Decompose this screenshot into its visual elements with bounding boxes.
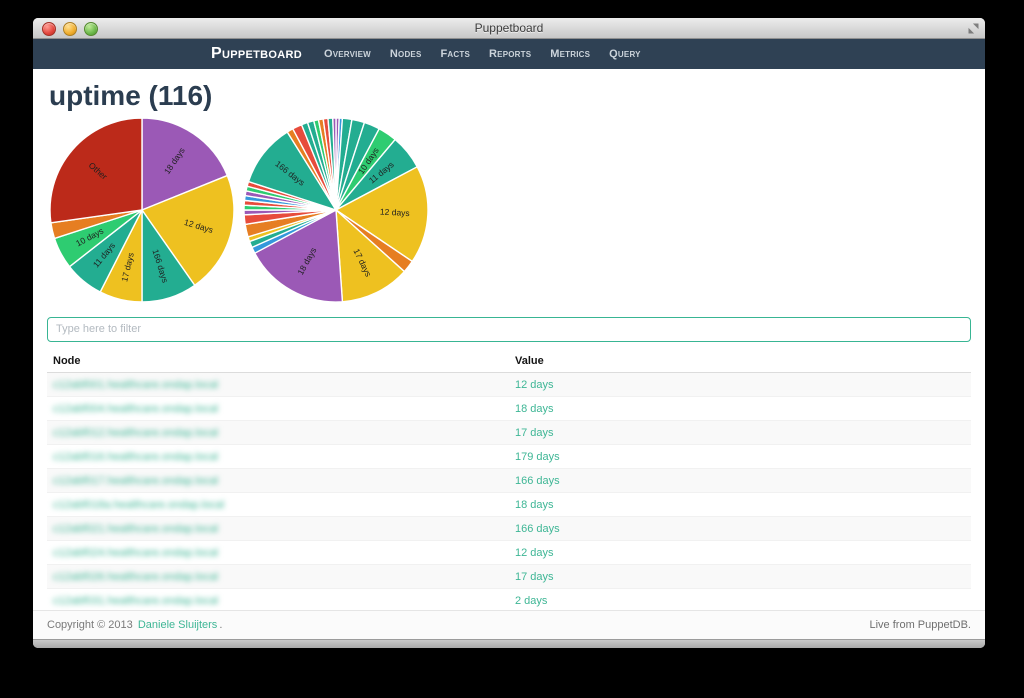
table-row: c12abf012.healthcare.ondap.local 17 days: [47, 420, 971, 445]
pie-slice-12-days: [335, 166, 429, 263]
nav-item-metrics[interactable]: Metrics: [550, 48, 591, 60]
facts-table: Node Value c12abf001.healthcare.ondap.lo…: [47, 350, 971, 610]
page-title: uptime (116): [49, 80, 213, 111]
minimize-button[interactable]: [63, 22, 77, 36]
nav-item-reports[interactable]: Reports: [489, 48, 532, 60]
window-bottom-edge: [33, 639, 985, 648]
nav-item-facts[interactable]: Facts: [440, 48, 471, 60]
pie-slice-12-days: [141, 174, 235, 287]
fullscreen-icon[interactable]: [968, 23, 979, 34]
table-row: c12abf001.healthcare.ondap.local 12 days: [47, 372, 971, 397]
node-link[interactable]: c12abf026.healthcare.ondap.local: [53, 570, 219, 583]
table-row: c12abf021.healthcare.ondap.local 166 days: [47, 516, 971, 541]
nav-items: Overview Nodes Facts Reports Metrics Query: [324, 48, 641, 60]
table-row: c12abf016.healthcare.ondap.local 179 days: [47, 444, 971, 469]
charts-row: 18 days 12 days 166 days 17 days 11 days 10 d…: [47, 115, 971, 305]
node-link[interactable]: c12abf021.healthcare.ondap.local: [53, 522, 219, 535]
fact-value-link[interactable]: 12 days: [515, 378, 554, 391]
table-row: c12abf018a.healthcare.ondap.local 18 days: [47, 492, 971, 517]
copyright-suffix: .: [219, 619, 223, 631]
pie-slice-18-days: [141, 117, 228, 211]
copyright-text: Copyright © 2013 Daniele Sluijters.: [47, 619, 222, 631]
column-header-value: Value: [509, 350, 971, 373]
node-link[interactable]: c12abf001.healthcare.ondap.local: [53, 378, 219, 391]
pie-slice-Other: [49, 117, 143, 224]
node-link[interactable]: c12abf016.healthcare.ondap.local: [53, 450, 219, 463]
nav-item-nodes[interactable]: Nodes: [389, 48, 422, 60]
table-row: c12abf031.healthcare.ondap.local 2 days: [47, 588, 971, 611]
node-link[interactable]: c12abf024.healthcare.ondap.local: [53, 546, 219, 559]
fact-value-link[interactable]: 179 days: [515, 450, 560, 463]
fact-value-link[interactable]: 18 days: [515, 498, 554, 511]
close-button[interactable]: [42, 22, 56, 36]
pie-slice: [332, 117, 337, 211]
node-link[interactable]: c12abf017.healthcare.ondap.local: [53, 474, 219, 487]
author-link[interactable]: Daniele Sluijters: [137, 619, 218, 631]
nav-item-query[interactable]: Query: [609, 48, 641, 60]
table-header-row: Node Value: [47, 350, 971, 373]
table-row: c12abf024.healthcare.ondap.local 12 days: [47, 540, 971, 565]
window-titlebar: Puppetboard: [33, 18, 985, 39]
column-header-node: Node: [47, 350, 509, 373]
node-link[interactable]: c12abf031.healthcare.ondap.local: [53, 594, 219, 607]
fact-value-link[interactable]: 166 days: [515, 474, 560, 487]
traffic-lights: [42, 22, 98, 36]
pie-slice-17-days: [335, 209, 406, 303]
zoom-button[interactable]: [84, 22, 98, 36]
app-navbar: Puppetboard Overview Nodes Facts Reports Met…: [33, 39, 985, 69]
fact-value-link[interactable]: 166 days: [515, 522, 560, 535]
live-status-text: Live from PuppetDB.: [869, 619, 972, 631]
table-row: c12abf017.healthcare.ondap.local 166 days: [47, 468, 971, 493]
brand-link[interactable]: Puppetboard: [211, 45, 302, 62]
pie-slice-166-days: [247, 131, 337, 211]
node-link[interactable]: c12abf018a.healthcare.ondap.local: [53, 498, 225, 511]
table-row: c12abf004.healthcare.ondap.local 18 days: [47, 396, 971, 421]
node-link[interactable]: c12abf004.healthcare.ondap.local: [53, 402, 219, 415]
nav-item-overview[interactable]: Overview: [323, 48, 371, 60]
fact-value-link[interactable]: 2 days: [515, 594, 548, 607]
page-footer: Copyright © 2013 Daniele Sluijters. Live…: [33, 610, 985, 639]
filter-input[interactable]: [47, 317, 971, 342]
pie-slice-label: 12 days: [380, 207, 410, 219]
table-row: c12abf026.healthcare.ondap.local 17 days: [47, 564, 971, 589]
fact-value-link[interactable]: 17 days: [515, 570, 554, 583]
fact-value-link[interactable]: 17 days: [515, 426, 554, 439]
main-content: uptime (116) 18 days 12 days 166 days 17 da…: [33, 69, 985, 610]
pie-slice-18-days: [254, 209, 344, 303]
node-link[interactable]: c12abf012.healthcare.ondap.local: [53, 426, 219, 439]
window-title: Puppetboard: [474, 21, 544, 35]
app-window: Puppetboard Puppetboard Overview Nodes Fac…: [33, 18, 985, 648]
fact-value-link[interactable]: 12 days: [515, 546, 554, 559]
facts-table-body: c12abf001.healthcare.ondap.local 12 days c…: [47, 372, 971, 611]
copyright-prefix: Copyright © 2013: [47, 619, 133, 631]
fact-value-link[interactable]: 18 days: [515, 402, 554, 415]
